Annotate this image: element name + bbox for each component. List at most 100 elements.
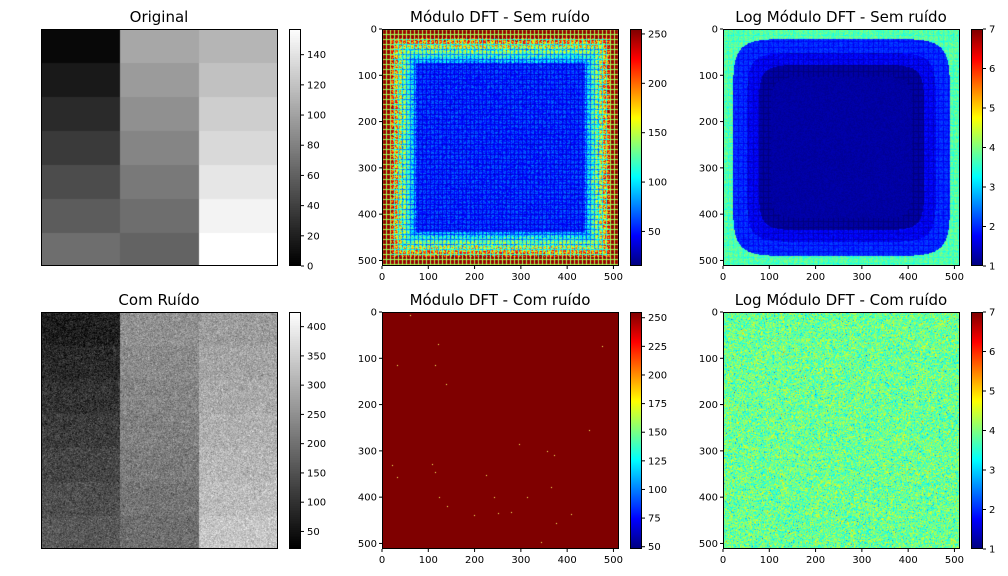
y-tick-label: 200	[699, 117, 718, 128]
panel-title: Módulo DFT - Sem ruído	[410, 8, 590, 26]
colorbar-tick-label: 5	[989, 104, 995, 115]
colorbar-tick-label: 150	[307, 468, 326, 479]
colorbar-tick-label: 150	[648, 128, 667, 139]
colorbar-tick-label: 2	[989, 505, 995, 516]
colorbar-tick-label: 1	[989, 262, 995, 273]
x-tick-label: 0	[720, 555, 726, 566]
colorbar-gradient	[289, 29, 301, 266]
axes-frame	[382, 29, 619, 266]
heatmap-image	[382, 29, 619, 266]
axes-frame	[723, 312, 960, 549]
panel-dft-com-ruido: Módulo DFT - Com ruído 0 100 200 300 400 5000…	[358, 291, 667, 566]
x-tick-label: 100	[419, 272, 438, 283]
colorbar-tick-label: 50	[307, 527, 320, 538]
colorbar-tick-label: 175	[648, 399, 667, 410]
colorbar-tick-label: 3	[989, 466, 995, 477]
y-tick-label: 100	[699, 71, 718, 82]
colorbar-ticks: 50 75 100 125 150 175 200 225 250	[642, 313, 667, 553]
x-tick-label: 0	[720, 272, 726, 283]
colorbar-tick-label: 4	[989, 426, 995, 437]
colorbar-area	[971, 29, 983, 266]
colorbar-area	[630, 29, 642, 266]
y-tick-label: 200	[699, 400, 718, 411]
x-tick-label: 300	[852, 555, 871, 566]
panel-title: Módulo DFT - Com ruído	[410, 291, 591, 309]
colorbar-gradient	[630, 312, 642, 549]
heatmap-image	[41, 312, 278, 549]
colorbar-tick-label: 150	[648, 428, 667, 439]
x-tick-label: 400	[558, 272, 577, 283]
panel-com-ruido: Com Ruído 50 100 150 200 250 300 350 400	[41, 291, 326, 549]
image-area	[723, 29, 960, 266]
y-tick-label: 0	[712, 308, 718, 319]
image-area	[41, 29, 278, 266]
y-tick-label: 400	[699, 210, 718, 221]
colorbar-tick-label: 3	[989, 183, 995, 194]
y-tick-label: 500	[358, 256, 377, 267]
colorbar-tick-label: 250	[648, 313, 667, 324]
colorbar-ticks: 50 100 150 200 250	[642, 29, 667, 238]
x-tick-label: 0	[379, 272, 385, 283]
colorbar-frame	[971, 312, 983, 549]
colorbar-area	[630, 312, 642, 549]
colorbar-tick-label: 250	[307, 410, 326, 421]
colorbar-tick-label: 7	[989, 25, 995, 36]
colorbar-tick-label: 300	[307, 381, 326, 392]
colorbar-ticks: 1 2 3 4 5 6 7	[983, 308, 995, 556]
y-tick-label: 300	[358, 163, 377, 174]
heatmap-image	[382, 312, 619, 549]
axes-frame	[41, 29, 278, 266]
y-tick-label: 0	[371, 308, 377, 319]
panel-title: Log Módulo DFT - Sem ruído	[735, 8, 947, 26]
panel-dft-sem-ruido: Módulo DFT - Sem ruído 0 100 200 300 400 5000…	[358, 8, 667, 283]
colorbar-gradient	[630, 29, 642, 266]
colorbar-frame	[289, 312, 301, 549]
y-tick-label: 100	[699, 354, 718, 365]
heatmap-image	[723, 29, 960, 266]
colorbar-tick-label: 7	[989, 308, 995, 319]
y-tick-label: 0	[712, 25, 718, 36]
panel-title: Log Módulo DFT - Com ruído	[735, 291, 947, 309]
y-tick-label: 200	[358, 117, 377, 128]
panel-title: Com Ruído	[118, 291, 199, 309]
y-tick-label: 200	[358, 400, 377, 411]
x-tick-label: 500	[945, 272, 964, 283]
colorbar-area	[289, 29, 301, 266]
y-tick-label: 500	[699, 539, 718, 550]
x-tick-label: 200	[465, 555, 484, 566]
panel-original: Original 0 20 40 60 80 100 120 140	[41, 8, 326, 273]
colorbar-gradient	[289, 312, 301, 549]
colorbar-tick-label: 20	[307, 231, 320, 242]
x-tick-label: 500	[604, 272, 623, 283]
colorbar-ticks: 1 2 3 4 5 6 7	[983, 25, 995, 273]
colorbar-frame	[630, 312, 642, 549]
y-tick-label: 400	[358, 210, 377, 221]
x-tick-label: 200	[806, 555, 825, 566]
y-tick-label: 300	[699, 163, 718, 174]
colorbar-tick-label: 1	[989, 545, 995, 556]
colorbar-tick-label: 75	[648, 514, 661, 525]
colorbar-tick-label: 100	[307, 111, 326, 122]
colorbar-tick-label: 2	[989, 222, 995, 233]
colorbar-tick-label: 100	[648, 485, 667, 496]
colorbar-tick-label: 250	[648, 29, 667, 40]
x-tick-label: 200	[806, 272, 825, 283]
y-tick-label: 400	[699, 493, 718, 504]
colorbar-frame	[630, 29, 642, 266]
image-area	[41, 312, 278, 549]
x-tick-label: 300	[511, 272, 530, 283]
image-area	[382, 29, 619, 266]
colorbar-tick-label: 6	[989, 347, 995, 358]
colorbar-tick-label: 125	[648, 456, 667, 467]
image-area	[723, 312, 960, 549]
x-tick-label: 200	[465, 272, 484, 283]
colorbar-tick-label: 350	[307, 351, 326, 362]
colorbar-area	[289, 312, 301, 549]
colorbar-tick-label: 60	[307, 171, 320, 182]
x-tick-label: 400	[899, 272, 918, 283]
colorbar-gradient	[971, 29, 983, 266]
